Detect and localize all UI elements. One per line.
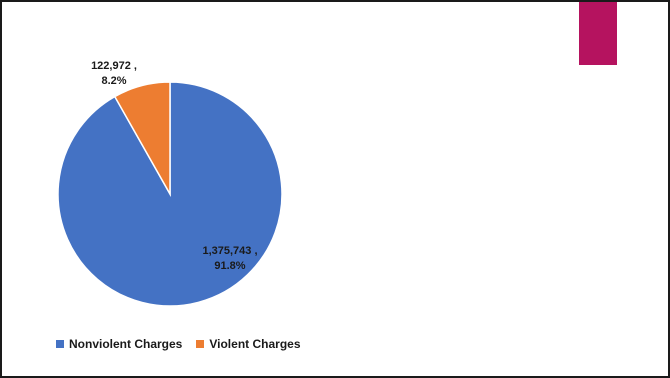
legend-label-violent: Violent Charges: [209, 337, 301, 351]
legend-label-nonviolent: Nonviolent Charges: [69, 337, 183, 351]
chart-legend: Nonviolent Charges Violent Charges: [56, 337, 315, 351]
pie-slice-violent: [113, 81, 171, 197]
legend-swatch-nonviolent: [56, 340, 64, 348]
legend-item-violent: Violent Charges: [196, 337, 301, 351]
legend-item-nonviolent: Nonviolent Charges: [56, 337, 182, 351]
accent-bar: [579, 2, 617, 65]
data-label-nonviolent: 1,375,743 , 91.8%: [202, 245, 257, 272]
legend-swatch-violent: [196, 340, 205, 348]
data-label-violent: 122,972 , 8.2%: [91, 60, 137, 87]
